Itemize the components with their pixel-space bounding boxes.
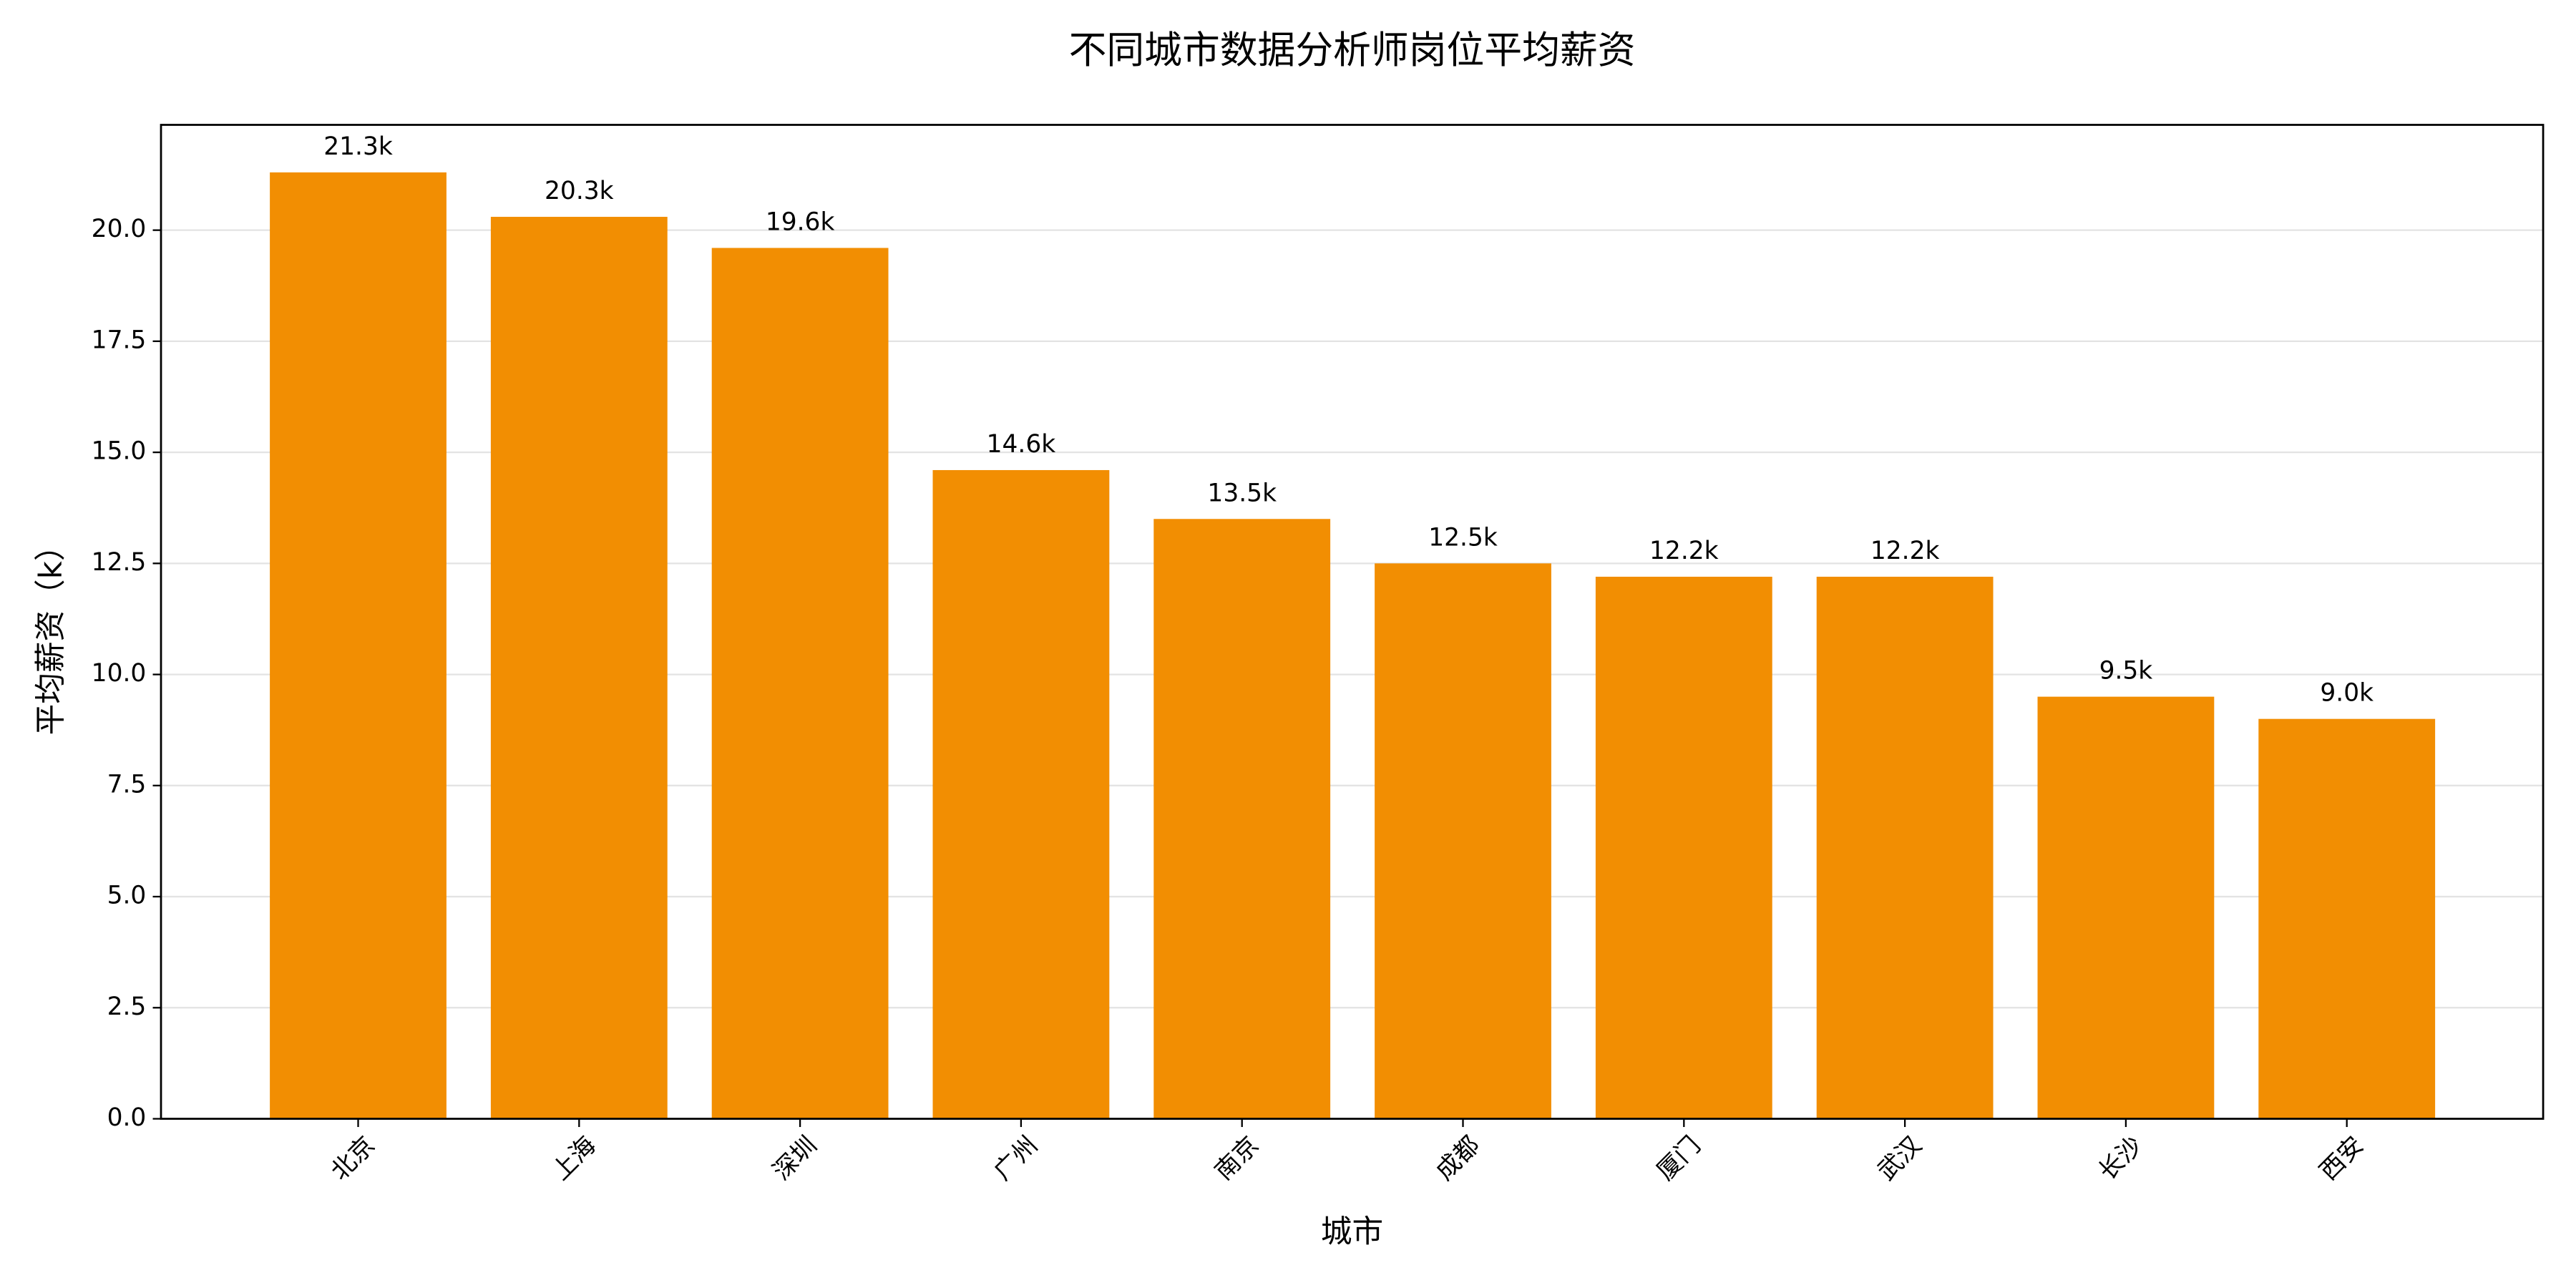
bar xyxy=(932,469,1110,1119)
y-tick-label: 5.0 xyxy=(107,882,147,910)
y-tick-label: 2.5 xyxy=(107,992,147,1021)
y-tick-label: 17.5 xyxy=(92,326,147,354)
x-tick-label: 上海 xyxy=(547,1131,602,1186)
bar xyxy=(711,248,889,1119)
x-tick-label: 西安 xyxy=(2314,1131,2369,1186)
value-label: 19.6k xyxy=(766,208,835,237)
plot-frame xyxy=(160,124,2545,1120)
value-label: 9.5k xyxy=(2099,657,2153,686)
x-tick-label: 厦门 xyxy=(1652,1131,1707,1186)
bar xyxy=(270,172,447,1119)
bar xyxy=(2037,696,2215,1119)
value-label: 21.3k xyxy=(323,132,393,161)
chart-title: 不同城市数据分析师岗位平均薪资 xyxy=(1069,29,1636,72)
bar xyxy=(490,217,668,1119)
value-label: 12.5k xyxy=(1428,523,1498,552)
x-tick-label: 长沙 xyxy=(2093,1131,2148,1186)
bar xyxy=(1375,563,1551,1119)
bar xyxy=(2258,718,2436,1119)
x-tick-label: 深圳 xyxy=(768,1131,823,1186)
y-tick-label: 15.0 xyxy=(92,437,147,466)
x-axis-title: 城市 xyxy=(1321,1214,1383,1250)
y-tick-label: 20.0 xyxy=(92,215,147,243)
x-tick-label: 武汉 xyxy=(1873,1131,1928,1186)
y-tick-label: 10.0 xyxy=(92,659,147,688)
y-tick-label: 7.5 xyxy=(107,770,147,799)
value-label: 9.0k xyxy=(2320,679,2373,708)
y-tick-label: 0.0 xyxy=(107,1103,147,1132)
y-axis-title: 平均薪资（k） xyxy=(33,530,69,735)
bar xyxy=(1595,576,1772,1119)
x-tick-label: 北京 xyxy=(326,1131,381,1186)
value-label: 12.2k xyxy=(1870,537,1940,565)
x-tick-label: 南京 xyxy=(1209,1131,1264,1186)
bar xyxy=(1816,576,1994,1119)
value-label: 20.3k xyxy=(545,177,614,205)
y-tick-label: 12.5 xyxy=(92,548,147,577)
x-tick-label: 广州 xyxy=(988,1131,1043,1186)
x-tick-label: 成都 xyxy=(1430,1131,1485,1186)
value-label: 12.2k xyxy=(1649,537,1719,565)
value-label: 13.5k xyxy=(1207,479,1277,507)
bar xyxy=(1153,519,1331,1119)
value-label: 14.6k xyxy=(987,430,1056,459)
